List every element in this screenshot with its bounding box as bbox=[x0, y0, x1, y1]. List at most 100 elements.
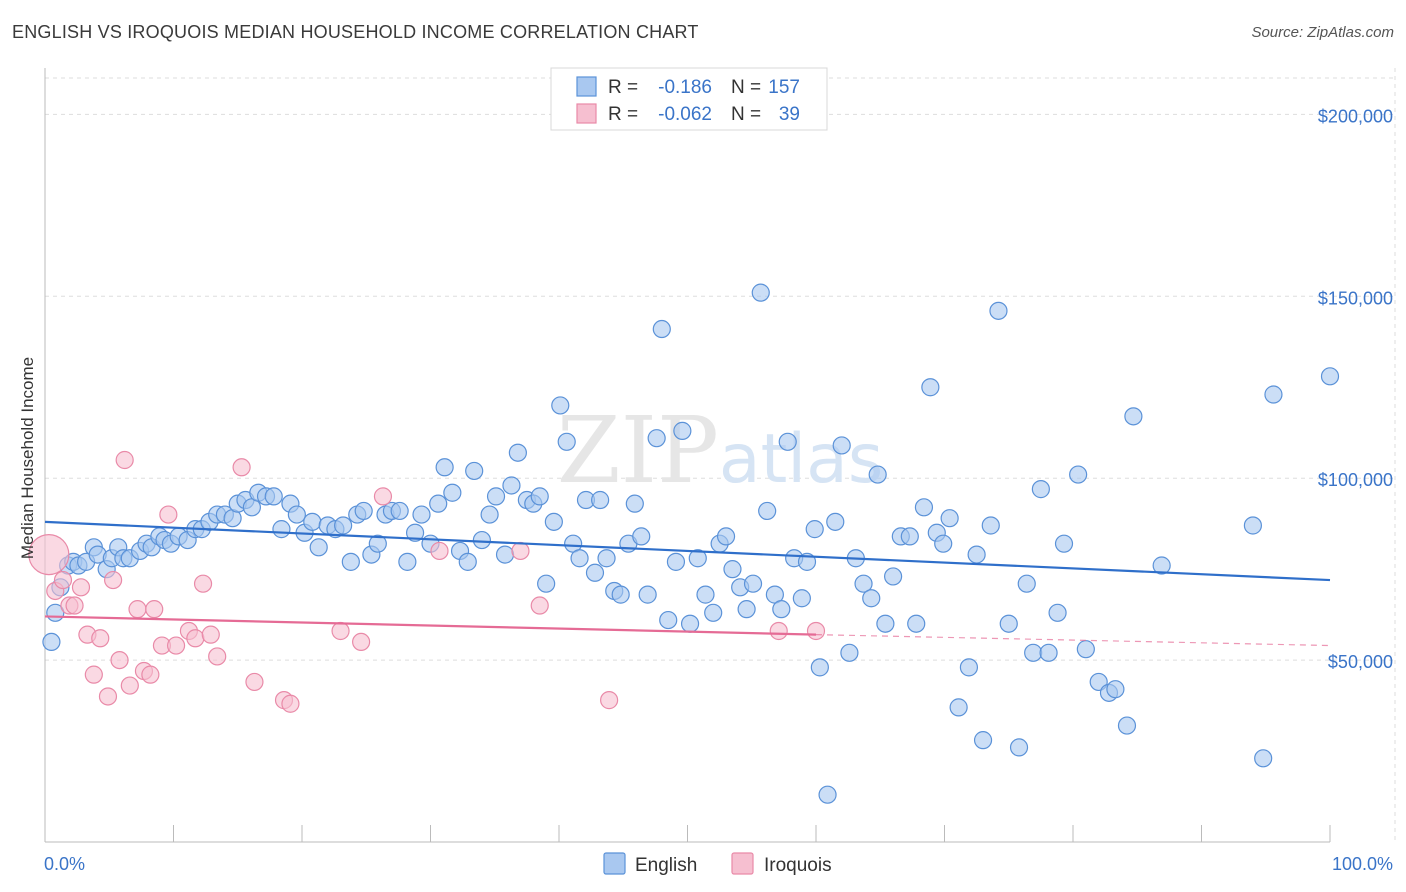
english-point bbox=[981, 516, 1000, 535]
iroquois-point bbox=[201, 625, 220, 644]
english-point bbox=[1124, 407, 1143, 426]
english-point bbox=[907, 614, 926, 633]
y-axis-label: Median Household Income bbox=[18, 357, 37, 559]
legend-n-value-english: 157 bbox=[768, 77, 800, 98]
legend-swatch-english bbox=[576, 76, 597, 97]
english-point bbox=[303, 512, 322, 531]
iroquois-point bbox=[511, 541, 530, 561]
english-point bbox=[805, 520, 824, 539]
english-point bbox=[973, 731, 993, 750]
english-point bbox=[854, 574, 873, 593]
english-point bbox=[1117, 716, 1137, 735]
english-point bbox=[840, 643, 859, 662]
iroquois-point bbox=[65, 596, 84, 615]
english-point bbox=[495, 545, 515, 564]
legend-r-value-english: -0.186 bbox=[658, 77, 712, 98]
iroquois-point bbox=[145, 600, 164, 619]
legend-n-value-iroquois: 39 bbox=[779, 104, 800, 125]
english-point bbox=[832, 436, 851, 455]
english-point bbox=[412, 505, 431, 524]
english-point bbox=[883, 567, 903, 586]
iroquois-point bbox=[331, 621, 350, 641]
iroquois-point bbox=[166, 636, 186, 655]
english-point bbox=[1048, 603, 1067, 622]
legend-r-value-iroquois: -0.062 bbox=[658, 104, 712, 125]
english-point bbox=[537, 574, 556, 593]
axes bbox=[44, 68, 1331, 843]
english-point bbox=[272, 520, 291, 539]
english-point bbox=[1152, 556, 1171, 575]
iroquois-point bbox=[84, 665, 103, 684]
english-point bbox=[354, 501, 373, 521]
english-point bbox=[544, 512, 563, 531]
x-tick-labels: 0.0% 100.0% bbox=[44, 854, 1393, 874]
english-point bbox=[458, 552, 477, 571]
english-point bbox=[810, 658, 829, 677]
english-point bbox=[1106, 680, 1125, 699]
legend-swatch-iroquois bbox=[576, 103, 597, 124]
english-point bbox=[625, 494, 644, 513]
trend-lines bbox=[44, 520, 1331, 647]
english-point bbox=[989, 301, 1008, 320]
english-point bbox=[1009, 738, 1029, 757]
legend-n-label-english: N = bbox=[731, 77, 761, 98]
english-point bbox=[751, 283, 770, 302]
english-point bbox=[862, 589, 881, 608]
english-point bbox=[368, 534, 387, 553]
iroquois-point bbox=[53, 570, 73, 590]
english-point bbox=[465, 461, 484, 481]
english-point bbox=[688, 549, 707, 568]
english-point bbox=[1017, 574, 1036, 593]
iroquois-point bbox=[186, 629, 205, 648]
english-point bbox=[1320, 367, 1340, 386]
english-point bbox=[1076, 640, 1095, 659]
iroquois-point bbox=[115, 450, 134, 470]
english-point bbox=[638, 585, 657, 604]
watermark-atlas: atlas bbox=[719, 420, 883, 499]
correlation-legend: R = -0.186 N = 157 R = -0.062 N = 39 bbox=[550, 67, 828, 131]
source-label: Source: ZipAtlas.com bbox=[1251, 24, 1394, 41]
iroquois-point bbox=[281, 694, 300, 713]
english-point bbox=[716, 527, 736, 546]
iroquois-point bbox=[352, 632, 371, 652]
bottom-legend-swatch-english bbox=[603, 852, 626, 875]
iroquois-trend-line bbox=[44, 615, 817, 636]
legend-r-label-iroquois: R = bbox=[608, 104, 638, 125]
english-point bbox=[443, 483, 462, 502]
english-point bbox=[287, 505, 306, 524]
y-tick-labels: $50,000 $100,000 $150,000 $200,000 bbox=[1318, 106, 1393, 672]
english-point bbox=[405, 523, 425, 542]
english-point bbox=[758, 501, 777, 521]
english-point bbox=[900, 527, 919, 546]
english-point bbox=[673, 421, 692, 440]
english-point bbox=[792, 589, 811, 608]
x-tick-label-start: 0.0% bbox=[44, 854, 85, 874]
english-point bbox=[723, 560, 742, 579]
english-point bbox=[472, 530, 491, 550]
iroquois-point bbox=[159, 505, 178, 524]
english-point bbox=[914, 498, 934, 517]
english-point bbox=[486, 487, 506, 506]
english-point bbox=[390, 501, 409, 521]
iroquois-point bbox=[98, 687, 118, 706]
english-point bbox=[508, 443, 527, 462]
x-tick-label-end: 100.0% bbox=[1332, 854, 1393, 874]
chart-title: ENGLISH VS IROQUOIS MEDIAN HOUSEHOLD INC… bbox=[12, 22, 699, 42]
iroquois-point bbox=[71, 578, 91, 597]
series-legend: English Iroquois bbox=[603, 852, 832, 876]
english-point bbox=[680, 614, 700, 633]
english-point bbox=[551, 396, 570, 415]
iroquois-point bbox=[28, 533, 70, 576]
iroquois-point bbox=[104, 570, 123, 590]
english-point bbox=[1024, 643, 1043, 662]
english-point bbox=[934, 534, 953, 553]
watermark: ZIPatlas bbox=[557, 397, 884, 504]
iroquois-point bbox=[232, 458, 251, 477]
iroquois-point bbox=[530, 596, 549, 615]
english-point bbox=[652, 319, 671, 339]
english-point bbox=[818, 785, 837, 804]
english-point bbox=[591, 490, 610, 510]
english-point bbox=[570, 549, 589, 568]
y-tick-label-3: $200,000 bbox=[1318, 106, 1393, 126]
